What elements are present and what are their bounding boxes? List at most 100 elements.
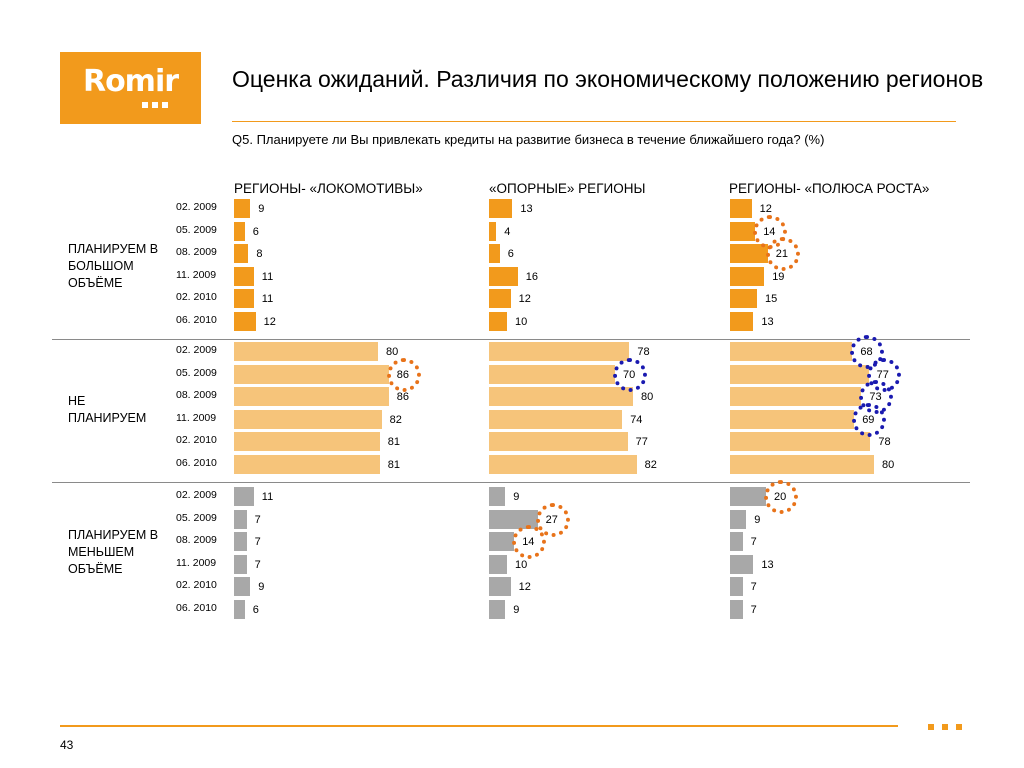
- period-label: 02. 2010: [176, 434, 217, 446]
- data-label: 15: [765, 293, 778, 305]
- data-bar: [234, 342, 378, 361]
- data-label: 8: [256, 248, 263, 260]
- answer-label-plan-smaller: ПЛАНИРУЕМ В МЕНЬШЕМ ОБЪЁМЕ: [68, 528, 159, 576]
- data-label: 9: [258, 581, 265, 593]
- data-label: 12: [518, 293, 531, 305]
- data-bar: [730, 266, 765, 286]
- data-bar: [234, 409, 382, 429]
- data-label: 10: [515, 558, 528, 571]
- data-label: 78: [878, 436, 891, 448]
- period-label: 02. 2010: [176, 579, 217, 591]
- highlight-circle: [852, 402, 887, 437]
- data-label: 74: [630, 413, 643, 426]
- period-label: 11. 2009: [176, 411, 217, 424]
- data-bar: [234, 577, 251, 596]
- period-label: 05. 2009: [176, 366, 217, 379]
- data-label: 12: [759, 203, 772, 215]
- data-bar: [234, 599, 245, 619]
- data-label: 7: [254, 513, 261, 526]
- data-bar: [234, 244, 249, 263]
- data-bar: [730, 387, 862, 406]
- answer-label-not-plan: НЕ ПЛАНИРУЕМ: [68, 394, 147, 425]
- data-bar: [489, 409, 623, 429]
- data-bar: [489, 199, 513, 218]
- data-label: 9: [754, 513, 761, 526]
- data-bar: [234, 532, 247, 551]
- data-label: 19: [772, 270, 785, 283]
- data-bar: [730, 532, 743, 551]
- data-bar: [489, 599, 506, 619]
- data-bar: [234, 432, 380, 451]
- period-label: 02. 2010: [176, 291, 217, 303]
- data-bar: [234, 387, 389, 406]
- data-bar: [489, 342, 630, 361]
- data-bar: [730, 244, 768, 263]
- data-bar: [489, 509, 538, 529]
- data-bar: [730, 409, 855, 429]
- data-label: 11: [261, 491, 274, 503]
- period-label: 02. 2009: [176, 344, 217, 356]
- column-title-supporting: «ОПОРНЫЕ» РЕГИОНЫ: [489, 181, 646, 196]
- data-label: 12: [518, 581, 531, 593]
- data-bar: [730, 311, 754, 331]
- data-bar: [234, 199, 251, 218]
- highlight-circle: [764, 480, 798, 514]
- data-label: 13: [761, 558, 774, 571]
- data-bar: [489, 266, 518, 286]
- section-separator: [52, 482, 970, 483]
- data-bar: [730, 342, 853, 361]
- data-bar: [489, 454, 637, 474]
- data-bar: [489, 432, 628, 451]
- data-bar: [234, 311, 256, 331]
- period-label: 05. 2009: [176, 223, 217, 236]
- data-bar: [730, 289, 757, 308]
- survey-question: Q5. Планируете ли Вы привлекать кредиты …: [232, 132, 825, 147]
- data-label: 77: [635, 436, 648, 448]
- section-separator: [52, 339, 970, 340]
- data-bar: [730, 509, 747, 529]
- data-label: 81: [387, 436, 401, 448]
- data-label: 7: [750, 581, 757, 593]
- data-label: 7: [254, 558, 261, 571]
- data-label: 6: [252, 225, 259, 238]
- highlight-circle: [512, 525, 547, 559]
- data-label: 13: [520, 203, 533, 215]
- data-label: 82: [389, 413, 402, 426]
- data-label: 9: [513, 603, 520, 616]
- data-bar: [730, 487, 766, 506]
- data-label: 78: [637, 346, 650, 358]
- page-number: 43: [60, 738, 74, 752]
- data-label: 10: [515, 315, 528, 328]
- period-label: 02. 2009: [176, 201, 217, 213]
- data-bar: [730, 221, 756, 241]
- period-label: 08. 2009: [176, 389, 217, 401]
- data-bar: [489, 221, 497, 241]
- highlight-circle: [613, 357, 647, 392]
- period-label: 06. 2010: [176, 313, 217, 326]
- data-bar: [234, 554, 247, 574]
- data-bar: [489, 364, 615, 384]
- logo-text: Romir: [82, 64, 179, 99]
- data-label: 81: [387, 458, 401, 471]
- answer-label-plan-large: ПЛАНИРУЕМ В БОЛЬШОМ ОБЪЁМЕ: [68, 242, 159, 290]
- period-label: 08. 2009: [176, 534, 217, 546]
- data-label: 7: [254, 536, 261, 548]
- data-label: 13: [761, 315, 774, 328]
- slide-title: Оценка ожиданий. Различия по экономическ…: [232, 66, 984, 92]
- data-bar: [730, 577, 743, 596]
- data-bar: [489, 532, 515, 551]
- data-bar: [730, 432, 871, 451]
- data-bar: [730, 364, 869, 384]
- data-label: 80: [882, 458, 895, 471]
- column-title-growth-poles: РЕГИОНЫ- «ПОЛЮСА РОСТА»: [729, 181, 930, 196]
- data-bar: [730, 599, 743, 619]
- data-bar: [234, 289, 254, 308]
- period-label: 11. 2009: [176, 268, 217, 281]
- data-bar: [730, 199, 752, 218]
- data-bar: [234, 454, 380, 474]
- data-bar: [730, 554, 754, 574]
- period-label: 08. 2009: [176, 246, 217, 258]
- data-label: 9: [513, 491, 520, 503]
- data-bar: [234, 364, 389, 384]
- data-label: 80: [386, 346, 399, 358]
